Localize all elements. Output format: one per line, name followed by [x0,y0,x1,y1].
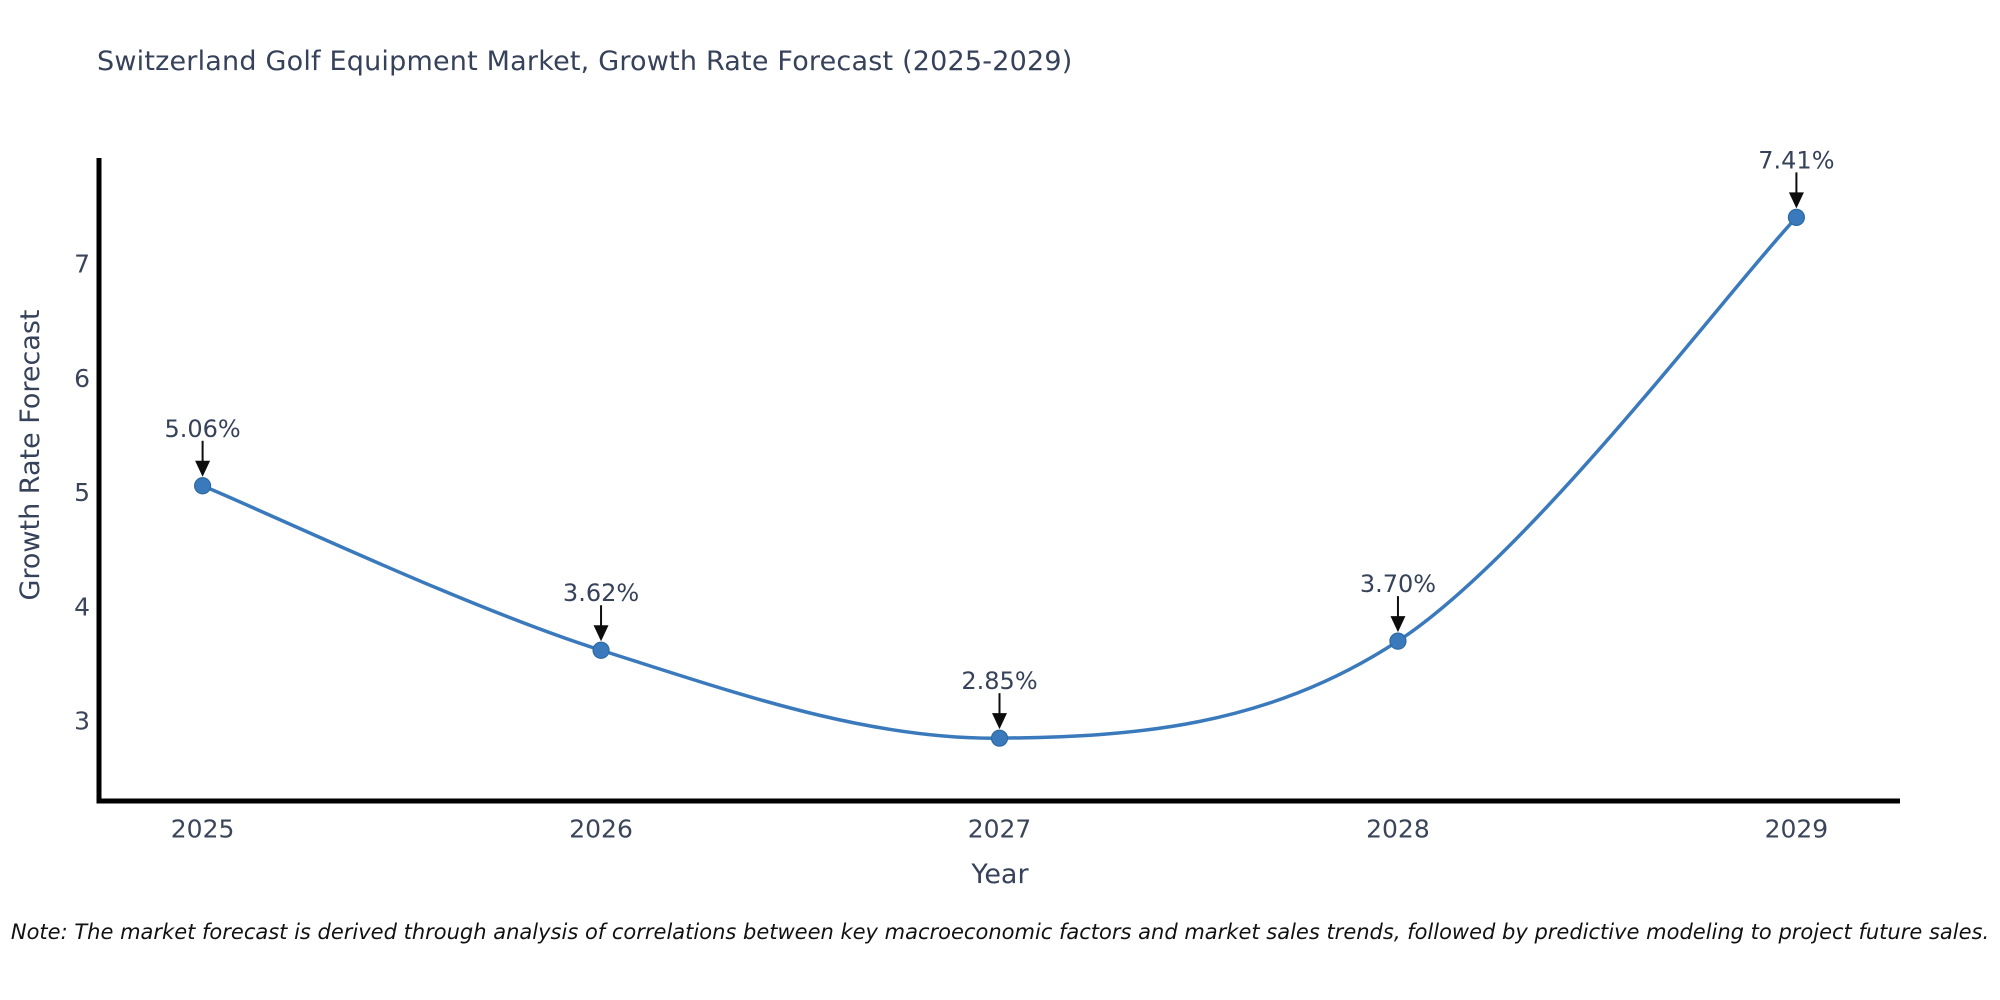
annotation-arrowhead [195,460,211,477]
data-point-marker [193,477,212,495]
x-tick-label: 2026 [569,815,633,844]
annotation-arrowhead [1390,616,1406,633]
data-point-label: 7.41% [1758,146,1834,174]
x-tick-label: 2027 [968,815,1032,844]
data-point-marker [1389,632,1407,650]
data-point-marker [1787,208,1806,226]
x-tick-label: 2025 [171,815,235,844]
x-axis-label: Year [971,858,1029,890]
data-point-label: 2.85% [961,667,1037,695]
forecast-line [200,215,1799,740]
annotation-arrowhead [1788,192,1804,209]
data-point-label: 5.06% [164,415,240,443]
data-point-label: 3.62% [563,579,639,607]
data-point-marker [592,641,610,659]
data-point-label: 3.70% [1360,570,1436,598]
y-tick-label: 7 [74,250,90,279]
chart-title: Switzerland Golf Equipment Market, Growt… [97,46,1073,77]
footnote: Note: The market forecast is derived thr… [10,920,1990,944]
x-tick-label: 2028 [1366,815,1430,844]
y-tick-label: 6 [74,364,90,393]
annotation-arrowhead [992,713,1007,730]
annotation-arrowhead [593,625,609,642]
y-tick-label: 4 [74,592,90,621]
data-point-marker [990,729,1009,747]
y-tick-label: 3 [74,707,90,736]
y-tick-label: 5 [74,478,90,507]
x-tick-label: 2029 [1765,815,1829,844]
